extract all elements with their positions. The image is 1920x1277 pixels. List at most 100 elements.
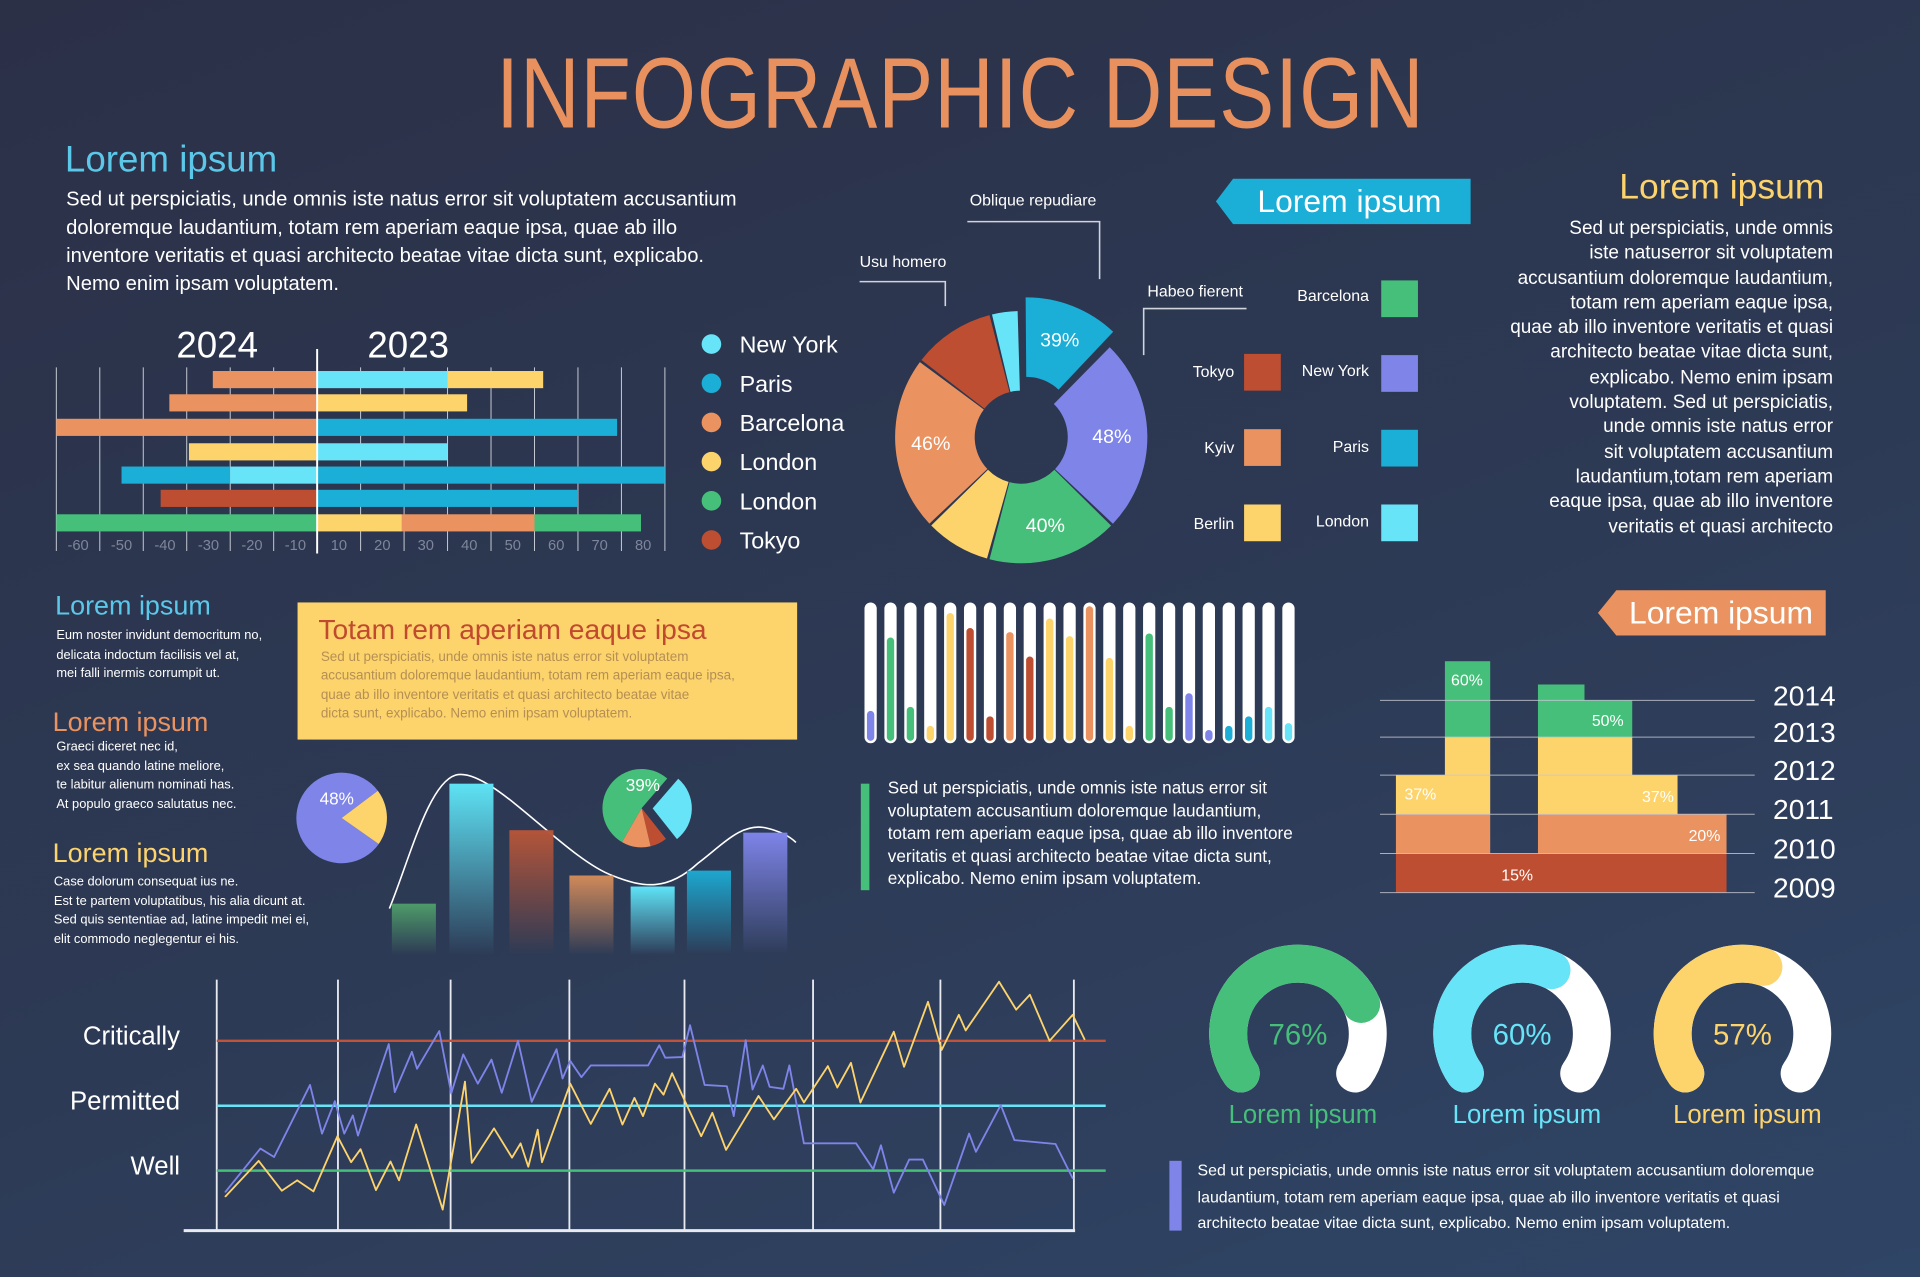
tube-fill (1085, 606, 1094, 741)
tube-fill (966, 628, 974, 741)
purple-series-point (501, 1092, 503, 1094)
pie-slice (602, 768, 668, 843)
yellow-series-point (375, 1189, 377, 1191)
stacked-label: 15% (1501, 867, 1533, 884)
donut-slice (1025, 297, 1114, 390)
purple-series-point (1000, 1104, 1002, 1106)
bar-segment (534, 514, 641, 532)
year-label: 2009 (1773, 873, 1836, 904)
purple-series-point (343, 1132, 346, 1135)
tick-label: -30 (198, 538, 219, 554)
fade-bar-chart (391, 783, 788, 956)
stacked-label: 37% (1404, 787, 1436, 804)
right-heading: Lorem ipsum (1619, 167, 1825, 207)
legend-label: New York (740, 332, 839, 358)
diverging-bar-chart: -60 -50 -40 -30 -20 -10 10 20 30 40 50 60 70 80 (55, 348, 666, 554)
bar-segment (401, 514, 535, 532)
tick-label: 40 (461, 538, 477, 554)
right-paragraph: Sed ut perspiciatis, unde omnis iste natu… (1510, 217, 1833, 540)
yellow-series-point (633, 1097, 636, 1099)
purple-series-point (922, 1158, 924, 1161)
text-line: explicabo. Nemo enim ipsam voluptatem. (887, 868, 1202, 888)
pie-slice (622, 808, 651, 848)
donut-banner-shape (1215, 178, 1471, 225)
stacked-label: 50% (1592, 713, 1624, 730)
legend-label: London (740, 488, 818, 514)
yellow-series-point (725, 1149, 727, 1151)
text-line: voluptatem. Sed ut perspiciatis, (1569, 391, 1834, 413)
fade-bar (509, 830, 554, 956)
level-label: Critically (83, 1022, 180, 1050)
legend-swatch (1244, 504, 1281, 542)
text-line: At populo graeco salutatus nec. (56, 796, 237, 812)
legend-swatch (1381, 429, 1418, 467)
tube-fill (1026, 656, 1034, 741)
stacked-label: 37% (1642, 789, 1674, 806)
side-note-heading-3: Lorem ipsum (52, 837, 209, 869)
pie-slice (652, 778, 692, 840)
donut-slice (989, 469, 1112, 564)
bar-segment (212, 371, 318, 389)
tube (864, 602, 877, 744)
yellow-series-point (795, 1088, 797, 1090)
tick-label: 80 (635, 538, 651, 554)
tick-label: 30 (418, 538, 434, 554)
purple-series-point (438, 1030, 441, 1032)
stacked-block (1537, 700, 1633, 738)
bar-segment (317, 466, 665, 484)
yellow-series-point (281, 1189, 283, 1192)
yellow-series-point (1015, 1008, 1017, 1011)
purple-series-point (561, 1077, 564, 1080)
side-note-heading-1: Lorem ipsum (55, 590, 211, 621)
tube-fill (1185, 693, 1193, 741)
legend-label: Paris (740, 371, 793, 397)
legend-dot (701, 334, 722, 354)
legend-swatch (1381, 280, 1418, 318)
bar-segment (230, 466, 318, 484)
fade-bar (743, 832, 788, 956)
bar-segment (317, 514, 402, 532)
purple-series-point (450, 1092, 452, 1095)
purple-series-point (768, 1086, 771, 1088)
tube (983, 602, 997, 744)
donut-label: 40% (1026, 515, 1065, 537)
legend-swatch (1244, 429, 1281, 466)
text-line: Sed ut perspiciatis, unde omnis iste nat… (320, 650, 689, 665)
tick-label: 50 (505, 538, 521, 554)
purple-series-point (477, 1082, 479, 1085)
gauge-caption: Lorem ipsum (1673, 1101, 1822, 1129)
purple-series-point (658, 1044, 660, 1047)
purple-series-line (224, 1024, 1074, 1206)
year-label-2024: 2024 (176, 325, 259, 367)
legend-dot (701, 412, 722, 433)
purple-series-point (259, 1147, 262, 1150)
intro-line: Nemo enim ipsam voluptatem. (66, 273, 339, 296)
purple-series-point (803, 1142, 805, 1145)
tube-fill (926, 725, 934, 741)
yellow-series-point (350, 1161, 352, 1163)
purple-series-point (744, 1039, 747, 1041)
text-line: mei falli inermis corrumpit ut. (56, 666, 220, 682)
fade-bar (569, 875, 614, 956)
fade-bar (391, 903, 436, 956)
year-label: 2010 (1773, 833, 1836, 864)
middle-paragraph: Sed ut perspiciatis, unde omnis iste nat… (888, 776, 1293, 889)
yellow-series-point (621, 1123, 624, 1126)
stacked-block (1537, 684, 1585, 701)
text-line: voluptatem accusantium doloremque laudan… (887, 800, 1262, 820)
yellow-series-point (398, 1179, 400, 1182)
text-line: Graeci diceret nec id, (56, 739, 178, 755)
yellow-series-point (608, 1088, 611, 1090)
text-line: veritatis et quasi architecto (1608, 516, 1834, 538)
tube-fill (1165, 706, 1173, 741)
purple-series-point (1013, 1139, 1016, 1141)
mini-pie-48: 48% (296, 772, 387, 864)
tube (1222, 602, 1235, 744)
legend-swatch (1244, 353, 1281, 391)
text-line: Sed ut perspiciatis, unde omnis (1569, 217, 1834, 239)
legend-tokyo: Tokyo (1192, 362, 1235, 381)
bar-segment (447, 371, 544, 389)
yellow-series-point (654, 1082, 656, 1085)
legend-swatch (1381, 504, 1418, 542)
